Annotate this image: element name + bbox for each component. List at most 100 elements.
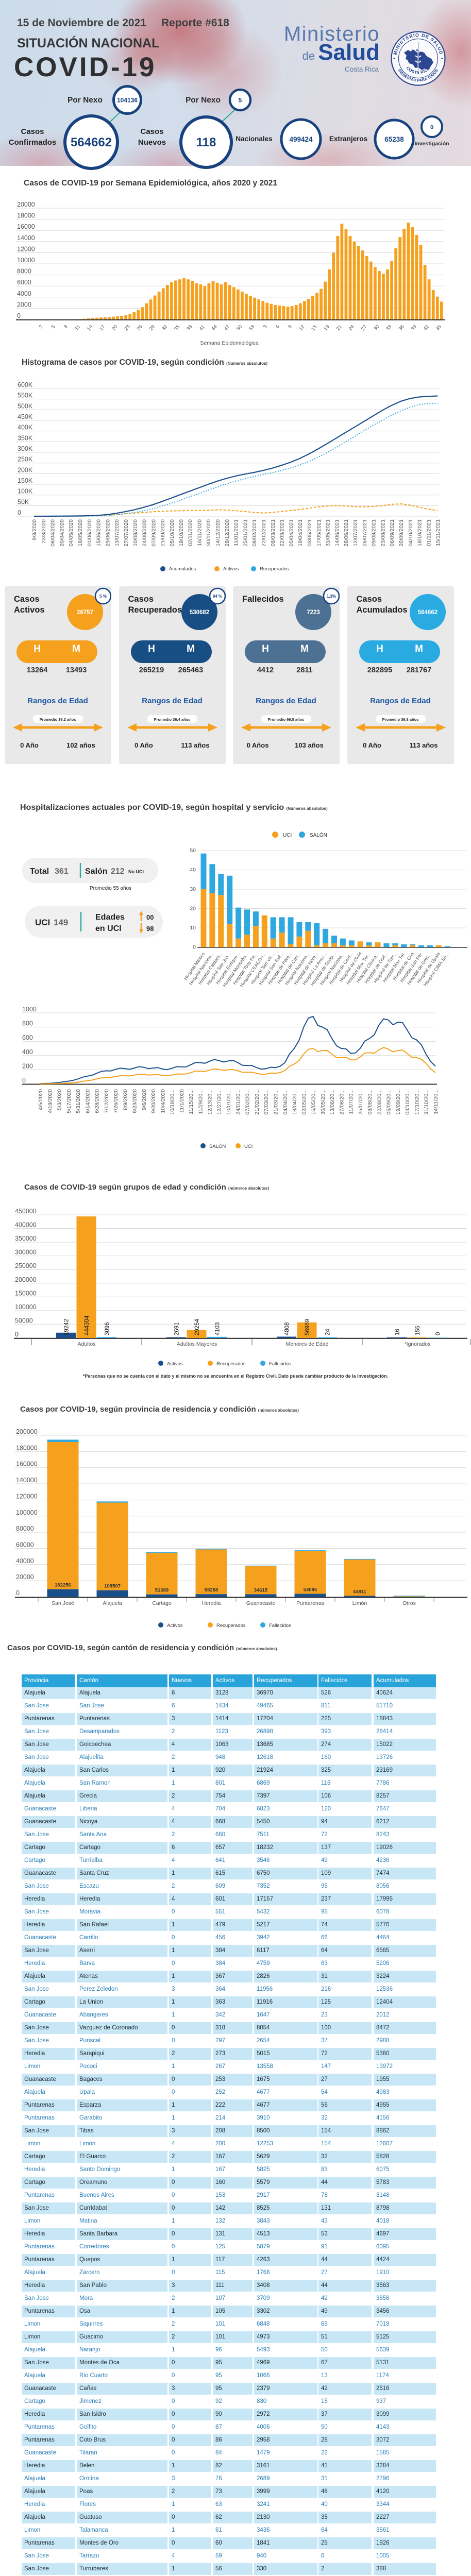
- svg-text:265463: 265463: [178, 666, 203, 674]
- svg-text:1000: 1000: [22, 1006, 37, 1013]
- svg-text:7/12/2020: 7/12/2020: [104, 1089, 110, 1113]
- svg-text:104136: 104136: [117, 97, 138, 104]
- svg-text:06/04/2020: 06/04/2020: [50, 519, 56, 547]
- svg-text:17: 17: [98, 324, 106, 332]
- svg-text:24/08/2020: 24/08/2020: [142, 519, 148, 547]
- svg-text:31/10/20...: 31/10/20...: [424, 1089, 430, 1115]
- svg-text:15: 15: [310, 324, 318, 332]
- svg-text:04/05/2020: 04/05/2020: [68, 519, 74, 547]
- svg-text:150000: 150000: [15, 1290, 37, 1297]
- svg-text:Recuperados: Recuperados: [260, 566, 289, 572]
- svg-text:42: 42: [423, 324, 430, 332]
- svg-text:350000: 350000: [15, 1235, 37, 1242]
- svg-text:6: 6: [275, 324, 281, 330]
- svg-text:14/12/2020: 14/12/2020: [215, 519, 221, 547]
- svg-text:SALÓN: SALÓN: [209, 1144, 226, 1149]
- svg-text:Rangos de Edad: Rangos de Edad: [370, 697, 431, 705]
- svg-text:300000: 300000: [15, 1249, 37, 1256]
- svg-text:15/06/2020: 15/06/2020: [96, 519, 102, 547]
- svg-text:07/03/20...: 07/03/20...: [263, 1089, 270, 1115]
- svg-text:Casos: Casos: [21, 127, 44, 136]
- svg-text:0: 0: [18, 509, 21, 516]
- svg-text:56969: 56969: [305, 1319, 311, 1335]
- svg-text:UCI: UCI: [283, 833, 292, 838]
- svg-text:200K: 200K: [18, 466, 33, 473]
- svg-text:18/04/20...: 18/04/20...: [292, 1089, 298, 1115]
- svg-text:0: 0: [16, 1589, 20, 1597]
- svg-text:16/11/2020: 16/11/2020: [196, 519, 203, 546]
- svg-text:8/9/2020: 8/9/2020: [122, 1089, 128, 1110]
- svg-text:98: 98: [146, 925, 154, 933]
- svg-text:530682: 530682: [189, 609, 209, 616]
- svg-text:9/3/2020: 9/3/2020: [31, 519, 38, 540]
- svg-text:Activos: Activos: [167, 1623, 183, 1629]
- svg-text:2: 2: [38, 324, 44, 330]
- svg-text:282895: 282895: [367, 666, 392, 674]
- svg-text:19/09/20...: 19/09/20...: [395, 1089, 401, 1115]
- svg-text:12: 12: [298, 324, 306, 332]
- svg-text:12/07/2021: 12/07/2021: [352, 519, 359, 547]
- svg-text:10/08/2020: 10/08/2020: [132, 519, 139, 547]
- svg-text:39: 39: [410, 324, 418, 332]
- svg-text:9: 9: [287, 324, 293, 330]
- svg-text:5/3/2020: 5/3/2020: [57, 1089, 63, 1110]
- svg-text:444304: 444304: [84, 1315, 90, 1335]
- svg-text:120000: 120000: [16, 1493, 38, 1500]
- svg-text:5: 5: [239, 97, 242, 104]
- svg-text:22/08/20...: 22/08/20...: [376, 1089, 382, 1115]
- svg-text:16: 16: [395, 1329, 401, 1335]
- svg-text:11: 11: [74, 324, 81, 332]
- svg-text:18/05/2020: 18/05/2020: [77, 519, 83, 547]
- svg-text:UCI: UCI: [35, 918, 50, 927]
- svg-text:No UCI: No UCI: [128, 869, 144, 874]
- svg-text:6000: 6000: [17, 279, 31, 286]
- svg-text:06/09/2021: 06/09/2021: [389, 519, 395, 547]
- svg-text:113 años: 113 años: [409, 741, 438, 749]
- svg-text:100K: 100K: [18, 488, 33, 495]
- svg-text:21/02/20...: 21/02/20...: [254, 1089, 260, 1115]
- svg-text:16/05/20...: 16/05/20...: [311, 1089, 317, 1115]
- svg-text:Otros: Otros: [402, 1600, 416, 1606]
- svg-text:San José: San José: [52, 1600, 74, 1606]
- svg-text:8: 8: [63, 324, 69, 330]
- svg-text:0: 0: [435, 1332, 442, 1335]
- svg-text:0: 0: [17, 312, 21, 319]
- svg-text:4/19/2020: 4/19/2020: [47, 1089, 53, 1113]
- svg-text:Nuevos: Nuevos: [138, 138, 166, 147]
- svg-text:53: 53: [248, 324, 256, 332]
- svg-text:17/05/2021: 17/05/2021: [316, 519, 322, 547]
- svg-text:100000: 100000: [15, 1303, 37, 1311]
- svg-text:41: 41: [198, 324, 206, 332]
- svg-text:3: 3: [262, 324, 268, 330]
- svg-text:13493: 13493: [66, 666, 87, 674]
- svg-text:24/01/20...: 24/01/20...: [236, 1089, 242, 1115]
- svg-text:0 Año: 0 Año: [363, 741, 381, 749]
- svg-text:M: M: [415, 643, 423, 654]
- svg-text:Fallecidos: Fallecidos: [269, 1361, 291, 1367]
- svg-text:Alajuela: Alajuela: [103, 1600, 122, 1606]
- svg-text:Promedio 36,8 años: Promedio 36,8 años: [382, 717, 418, 722]
- svg-text:25/07/20...: 25/07/20...: [358, 1089, 364, 1115]
- svg-text:20: 20: [190, 906, 196, 912]
- svg-text:5: 5: [51, 324, 57, 330]
- svg-text:5/31/2020: 5/31/2020: [75, 1089, 81, 1113]
- svg-text:265219: 265219: [139, 666, 163, 674]
- svg-text:450000: 450000: [15, 1208, 37, 1215]
- svg-text:350K: 350K: [18, 434, 33, 442]
- svg-text:250K: 250K: [18, 456, 33, 463]
- svg-text:23: 23: [123, 324, 131, 332]
- svg-text:Promedio 36.4 años: Promedio 36.4 años: [154, 717, 190, 722]
- svg-text:Por Nexo: Por Nexo: [186, 96, 221, 105]
- svg-text:361: 361: [55, 867, 69, 876]
- svg-text:30: 30: [190, 886, 196, 892]
- svg-text:11/01/2021: 11/01/2021: [233, 519, 240, 546]
- svg-text:50: 50: [236, 324, 243, 332]
- svg-text:200: 200: [22, 1062, 33, 1070]
- svg-text:21/03/20...: 21/03/20...: [273, 1089, 279, 1115]
- svg-text:2811: 2811: [296, 666, 312, 674]
- svg-text:20: 20: [111, 324, 119, 332]
- svg-text:08/02/2021: 08/02/2021: [251, 519, 258, 547]
- svg-text:3096: 3096: [105, 1322, 111, 1335]
- svg-text:4103: 4103: [215, 1322, 221, 1335]
- svg-text:108507: 108507: [104, 1584, 121, 1589]
